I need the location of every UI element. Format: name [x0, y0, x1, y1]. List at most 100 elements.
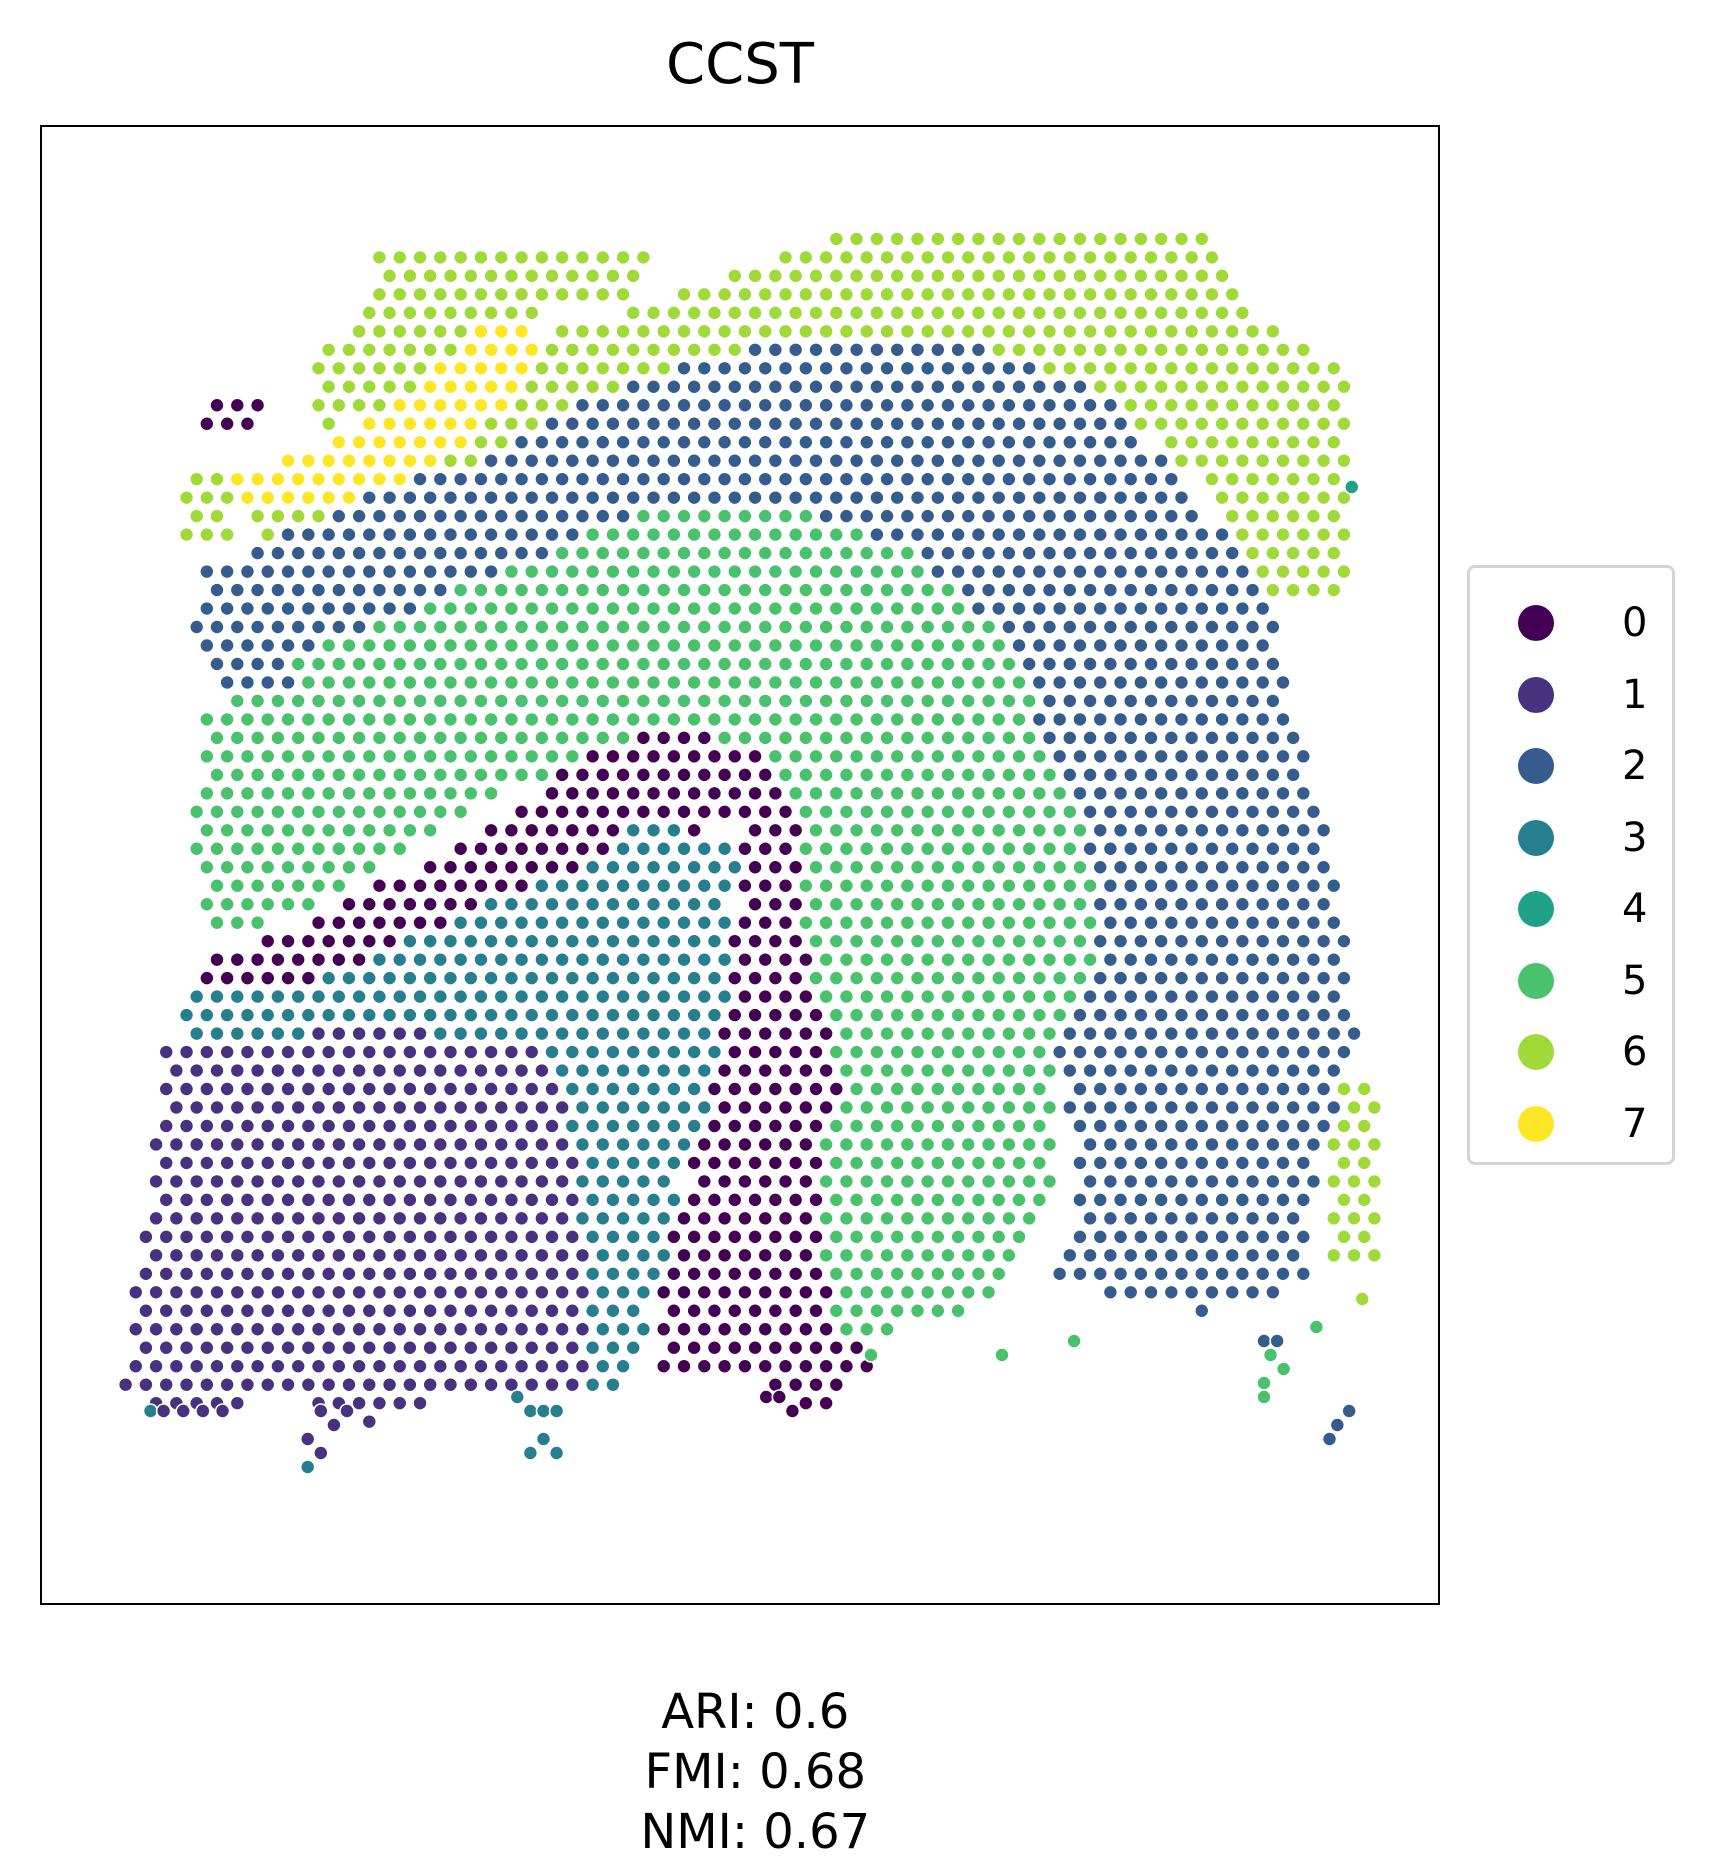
spot-cluster-3	[645, 1266, 662, 1282]
spot-cluster-6	[1102, 286, 1119, 303]
spot-cluster-1	[168, 1173, 185, 1190]
spot-cluster-1	[422, 1081, 438, 1097]
spot-cluster-2	[889, 526, 906, 543]
spot-cluster-2	[1295, 822, 1312, 839]
spot-cluster-5	[1001, 767, 1017, 783]
spot-cluster-0	[787, 1081, 804, 1097]
spot-cluster-2	[818, 360, 834, 377]
spot-cluster-5	[919, 951, 936, 968]
spot-cluster-2	[1234, 785, 1251, 802]
spot-cluster-2	[219, 674, 235, 691]
spot-cluster-7	[442, 415, 459, 432]
spot-cluster-5	[188, 840, 205, 857]
spot-cluster-5	[716, 545, 733, 561]
spot-cluster-1	[229, 1099, 246, 1116]
spot-cluster-1	[300, 1192, 317, 1208]
spot-cluster-3	[676, 840, 692, 857]
spot-cluster-0	[605, 785, 621, 802]
spot-cluster-3	[605, 1007, 621, 1023]
spot-cluster-1	[351, 1284, 367, 1301]
spot-cluster-2	[1143, 914, 1159, 931]
spot-cluster-0	[706, 1266, 723, 1282]
spot-cluster-1	[320, 1192, 337, 1208]
spot-cluster-2	[1275, 1192, 1291, 1208]
spot-cluster-7	[351, 471, 367, 487]
spot-cluster-3	[412, 951, 428, 968]
spot-cluster-3	[676, 1025, 692, 1042]
spot-cluster-1	[229, 1247, 246, 1264]
spot-cluster-2	[1265, 1210, 1281, 1227]
spot-cluster-5	[848, 563, 865, 580]
spot-cluster-1	[432, 1284, 449, 1301]
spot-cluster-6	[1051, 342, 1068, 358]
spot-cluster-2	[980, 360, 997, 377]
spot-cluster-5	[442, 674, 459, 691]
spot-cluster-5	[960, 656, 977, 672]
spot-cluster-6	[1163, 323, 1180, 340]
spot-cluster-2	[1153, 785, 1169, 802]
spot-cluster-0	[706, 1118, 723, 1134]
spot-cluster-5	[879, 582, 895, 598]
spot-cluster-6	[1224, 434, 1241, 451]
spot-cluster-1	[229, 1136, 246, 1153]
spot-cluster-2	[1133, 1192, 1149, 1208]
spot-cluster-7	[361, 452, 378, 469]
spot-cluster-3	[676, 1062, 692, 1079]
spot-cluster-0	[767, 822, 784, 839]
spot-cluster-0	[798, 1247, 814, 1264]
spot-cluster-5	[442, 637, 459, 654]
spot-cluster-0	[523, 859, 540, 876]
spot-cluster-6	[940, 249, 956, 266]
spot-cluster-6	[188, 471, 205, 487]
spot-cluster-6	[1346, 1247, 1362, 1264]
spot-cluster-1	[158, 1081, 175, 1097]
legend-label: 0	[1622, 600, 1648, 646]
spot-cluster-2	[1153, 933, 1169, 949]
spot-cluster-5	[1072, 896, 1088, 913]
spot-cluster-5	[564, 637, 581, 654]
spot-cluster-5	[361, 637, 378, 654]
spot-cluster-6	[1204, 360, 1220, 377]
spot-cluster-2	[1224, 1173, 1241, 1190]
spot-cluster-6	[1265, 582, 1281, 598]
spot-cluster-2	[1204, 1247, 1220, 1264]
spot-cluster-5	[1041, 767, 1058, 783]
spot-cluster-3	[666, 1007, 682, 1023]
spot-cluster-2	[645, 489, 662, 506]
spot-cluster-6	[1092, 378, 1109, 395]
spot-cluster-0	[747, 1155, 763, 1171]
spot-cluster-2	[757, 434, 774, 451]
spot-cluster-6	[1336, 1229, 1352, 1245]
spot-cluster-5	[605, 563, 621, 580]
spot-cluster-6	[1133, 231, 1149, 247]
spot-cluster-0	[757, 803, 774, 820]
spot-cluster-0	[798, 1395, 814, 1411]
spot-cluster-2	[1224, 840, 1241, 857]
spot-cluster-2	[1061, 730, 1078, 746]
spot-cluster-2	[584, 415, 601, 432]
spot-cluster-2	[1183, 693, 1200, 709]
spot-cluster-1	[188, 1358, 205, 1374]
spot-cluster-3	[605, 1044, 621, 1060]
spot-cluster-2	[493, 471, 510, 487]
spot-cluster-5	[473, 767, 489, 783]
spot-cluster-2	[1072, 526, 1088, 543]
spot-cluster-3	[178, 1007, 195, 1023]
spot-cluster-2	[1051, 489, 1068, 506]
spot-cluster-2	[310, 582, 327, 598]
spot-cluster-1	[341, 1044, 357, 1060]
spot-cluster-0	[473, 877, 489, 894]
spot-cluster-1	[310, 1358, 327, 1374]
spot-cluster-3	[655, 951, 672, 968]
spot-cluster-1	[290, 1210, 307, 1227]
legend-swatch	[1518, 676, 1554, 713]
spot-cluster-1	[259, 1302, 276, 1319]
spot-cluster-2	[818, 397, 834, 414]
spot-cluster-2	[909, 489, 926, 506]
spot-cluster-5	[645, 637, 662, 654]
spot-cluster-1	[432, 1173, 449, 1190]
spot-cluster-2	[1224, 545, 1241, 561]
spot-cluster-6	[1183, 434, 1200, 451]
spot-cluster-2	[361, 600, 378, 617]
spot-cluster-2	[1224, 1210, 1241, 1227]
